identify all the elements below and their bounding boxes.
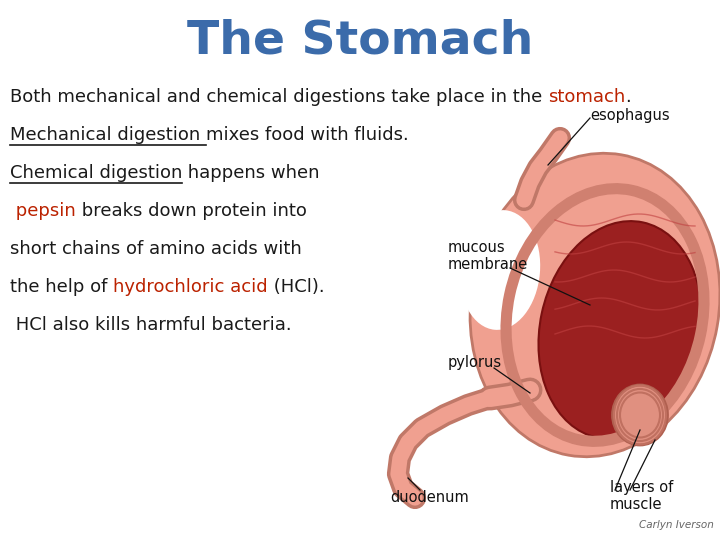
Text: HCl also kills harmful bacteria.: HCl also kills harmful bacteria. bbox=[10, 316, 292, 334]
Text: The Stomach: The Stomach bbox=[186, 18, 534, 63]
Text: layers of
muscle: layers of muscle bbox=[610, 480, 673, 512]
Text: stomach: stomach bbox=[548, 88, 625, 106]
Text: mixes food with fluids.: mixes food with fluids. bbox=[206, 126, 409, 144]
Ellipse shape bbox=[460, 210, 540, 330]
Text: pylorus: pylorus bbox=[448, 355, 502, 370]
Text: the help of: the help of bbox=[10, 278, 113, 296]
Ellipse shape bbox=[539, 221, 701, 439]
Text: hydrochloric acid: hydrochloric acid bbox=[113, 278, 268, 296]
Text: happens when: happens when bbox=[182, 164, 320, 182]
Text: (HCl).: (HCl). bbox=[268, 278, 325, 296]
Text: .: . bbox=[625, 88, 631, 106]
Text: breaks down protein into: breaks down protein into bbox=[76, 202, 307, 220]
Ellipse shape bbox=[613, 385, 667, 445]
Text: Both mechanical and chemical digestions take place in the: Both mechanical and chemical digestions … bbox=[10, 88, 548, 106]
Text: duodenum: duodenum bbox=[390, 490, 469, 505]
Ellipse shape bbox=[470, 153, 720, 457]
Text: pepsin: pepsin bbox=[10, 202, 76, 220]
Text: mucous
membrane: mucous membrane bbox=[448, 240, 528, 272]
Text: Carlyn Iverson: Carlyn Iverson bbox=[639, 520, 714, 530]
Text: esophagus: esophagus bbox=[590, 108, 670, 123]
Text: Mechanical digestion: Mechanical digestion bbox=[10, 126, 206, 144]
Text: short chains of amino acids with: short chains of amino acids with bbox=[10, 240, 302, 258]
Text: Chemical digestion: Chemical digestion bbox=[10, 164, 182, 182]
